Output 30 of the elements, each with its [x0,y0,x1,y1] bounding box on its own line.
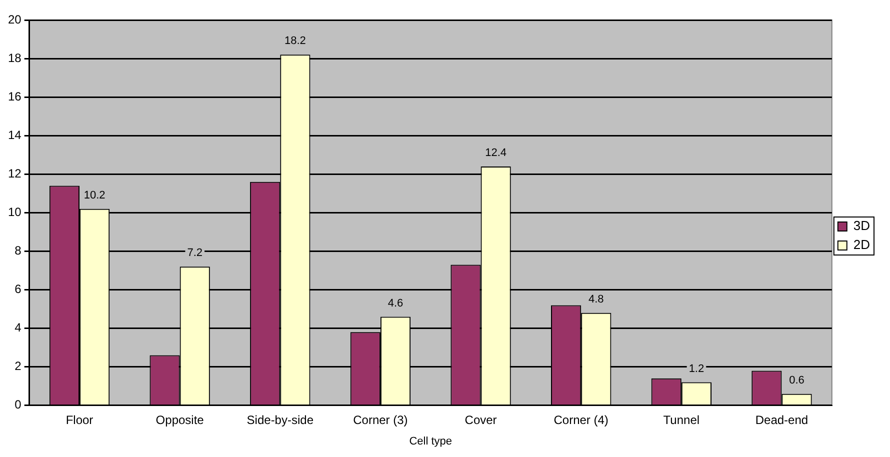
data-label: 7.2 [187,247,203,260]
legend-label: 2D [853,237,870,252]
data-label: 18.2 [284,35,306,48]
y-tick-label: 6 [14,282,22,296]
y-tick-label: 4 [14,320,22,335]
y-tick-label: 2 [14,359,22,374]
y-tick-label: 20 [8,12,22,26]
y-tick-label: 16 [8,89,22,104]
x-tick-label: Floor [66,412,94,427]
y-tick-label: 14 [8,128,22,142]
legend-label: 3D [853,218,870,234]
x-tick-label: Dead-end [755,412,808,427]
y-tick-label: 10 [8,205,22,220]
y-tick-label: 18 [8,50,22,65]
x-tick-label: Side-by-side [246,412,314,427]
data-label: 1.2 [688,362,704,375]
data-label: 4.6 [388,297,404,310]
x-axis-title: Cell type [409,435,452,448]
x-tick-label: Tunnel [663,412,700,427]
y-tick-label: 8 [14,244,22,258]
y-tick-label: 0 [14,398,22,412]
data-label: 10.2 [84,189,106,202]
x-tick-label: Corner (3) [353,412,408,427]
x-tick-label: Corner (4) [554,412,608,427]
data-label: 4.8 [588,293,604,306]
data-label: 12.4 [485,146,507,159]
x-tick-label: Cover [464,412,497,427]
y-tick-label: 12 [8,166,22,180]
x-tick-label: Opposite [156,412,204,427]
data-label: 0.6 [789,374,804,386]
